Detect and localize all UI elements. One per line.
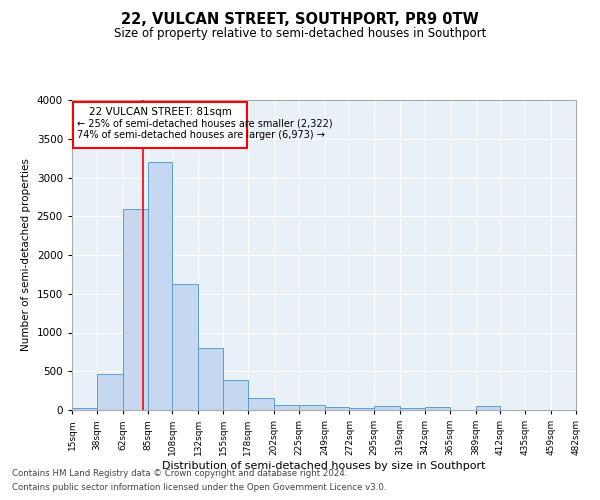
FancyBboxPatch shape: [73, 102, 247, 148]
Bar: [425, 407, 450, 410]
Text: 74% of semi-detached houses are larger (6,973) →: 74% of semi-detached houses are larger (…: [77, 130, 325, 140]
Bar: [248, 398, 274, 410]
Bar: [172, 284, 198, 410]
Text: 22, VULCAN STREET, SOUTHPORT, PR9 0TW: 22, VULCAN STREET, SOUTHPORT, PR9 0TW: [121, 12, 479, 28]
Bar: [198, 348, 223, 410]
Bar: [299, 406, 325, 410]
Text: Contains HM Land Registry data © Crown copyright and database right 2024.: Contains HM Land Registry data © Crown c…: [12, 468, 347, 477]
Y-axis label: Number of semi-detached properties: Number of semi-detached properties: [21, 158, 31, 352]
Bar: [374, 406, 400, 410]
X-axis label: Distribution of semi-detached houses by size in Southport: Distribution of semi-detached houses by …: [162, 461, 486, 471]
Bar: [274, 404, 299, 410]
Bar: [349, 408, 374, 410]
Bar: [400, 408, 425, 410]
Bar: [123, 210, 148, 410]
Text: Size of property relative to semi-detached houses in Southport: Size of property relative to semi-detach…: [114, 28, 486, 40]
Text: 22 VULCAN STREET: 81sqm: 22 VULCAN STREET: 81sqm: [89, 108, 232, 118]
Bar: [476, 406, 500, 410]
Bar: [223, 380, 248, 410]
Bar: [148, 162, 172, 410]
Bar: [97, 374, 123, 410]
Bar: [325, 408, 349, 410]
Text: Contains public sector information licensed under the Open Government Licence v3: Contains public sector information licen…: [12, 484, 386, 492]
Bar: [72, 408, 97, 410]
Text: ← 25% of semi-detached houses are smaller (2,322): ← 25% of semi-detached houses are smalle…: [77, 118, 332, 128]
